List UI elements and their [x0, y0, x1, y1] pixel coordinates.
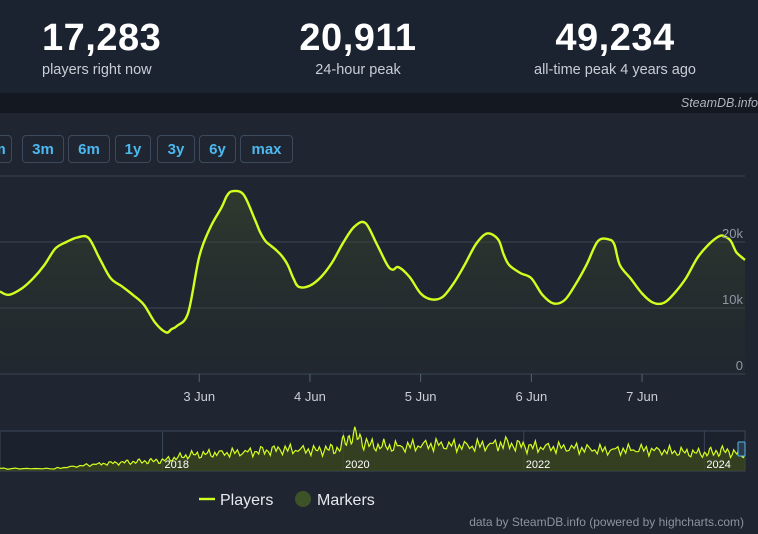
legend-item-markers[interactable]: Markers [295, 491, 375, 509]
alltime-peak-value: 49,234 [555, 17, 675, 59]
range-button-max[interactable]: max [240, 135, 293, 163]
credits-footer[interactable]: data by SteamDB.info (powered by highcha… [469, 515, 744, 529]
players-now-label: players right now [42, 62, 152, 78]
y-tick-label: 0 [736, 358, 743, 373]
y-tick-label: 10k [722, 292, 743, 307]
navigator-year-label: 2020 [345, 459, 369, 471]
legend-markers-label: Markers [317, 492, 375, 509]
range-button-3m[interactable]: 3m [22, 135, 64, 163]
range-button-1y[interactable]: 1y [115, 135, 151, 163]
range-button-6y[interactable]: 6y [199, 135, 236, 163]
navigator-line [0, 426, 746, 470]
players-now-value: 17,283 [42, 17, 162, 59]
navigator-year-label: 2024 [706, 459, 730, 471]
range-button-3y[interactable]: 3y [157, 135, 195, 163]
navigator-year-label: 2022 [526, 459, 550, 471]
time-navigator[interactable]: 2018 2020 2022 2024 [0, 426, 746, 472]
stat-alltime-peak: 49,234 all-time peak 4 years ago [520, 16, 710, 79]
x-tick-label: 3 Jun [183, 389, 215, 404]
stat-players-now: 17,283 players right now [42, 16, 161, 79]
chart-legend: Players Markers [199, 491, 375, 509]
players-series-line[interactable] [0, 189, 746, 334]
stats-panel: 17,283 players right now 20,911 24-hour … [0, 0, 758, 93]
navigator-area [0, 426, 745, 471]
x-tick-label: 7 Jun [626, 389, 658, 404]
navigator-year-label: 2018 [165, 459, 189, 471]
stat-24h-peak: 20,911 24-hour peak [280, 16, 436, 79]
players-area-fill [0, 190, 745, 374]
x-tick-label: 6 Jun [515, 389, 547, 404]
x-tick-label: 5 Jun [405, 389, 437, 404]
range-button-6m[interactable]: 6m [68, 135, 110, 163]
y-tick-label: 20k [722, 226, 743, 241]
watermark-text: SteamDB.info [680, 96, 758, 110]
range-button-m[interactable]: m [0, 135, 12, 163]
x-tick-label: 4 Jun [294, 389, 326, 404]
peak-24h-value: 20,911 [299, 17, 417, 59]
watermark-bar: SteamDB.info [0, 93, 758, 113]
legend-markers-swatch [295, 491, 311, 507]
alltime-peak-label: all-time peak 4 years ago [534, 62, 696, 78]
legend-players-label: Players [220, 492, 273, 509]
peak-24h-label: 24-hour peak [315, 62, 401, 78]
legend-item-players[interactable]: Players [199, 492, 273, 509]
navigator-handle[interactable] [737, 441, 746, 457]
